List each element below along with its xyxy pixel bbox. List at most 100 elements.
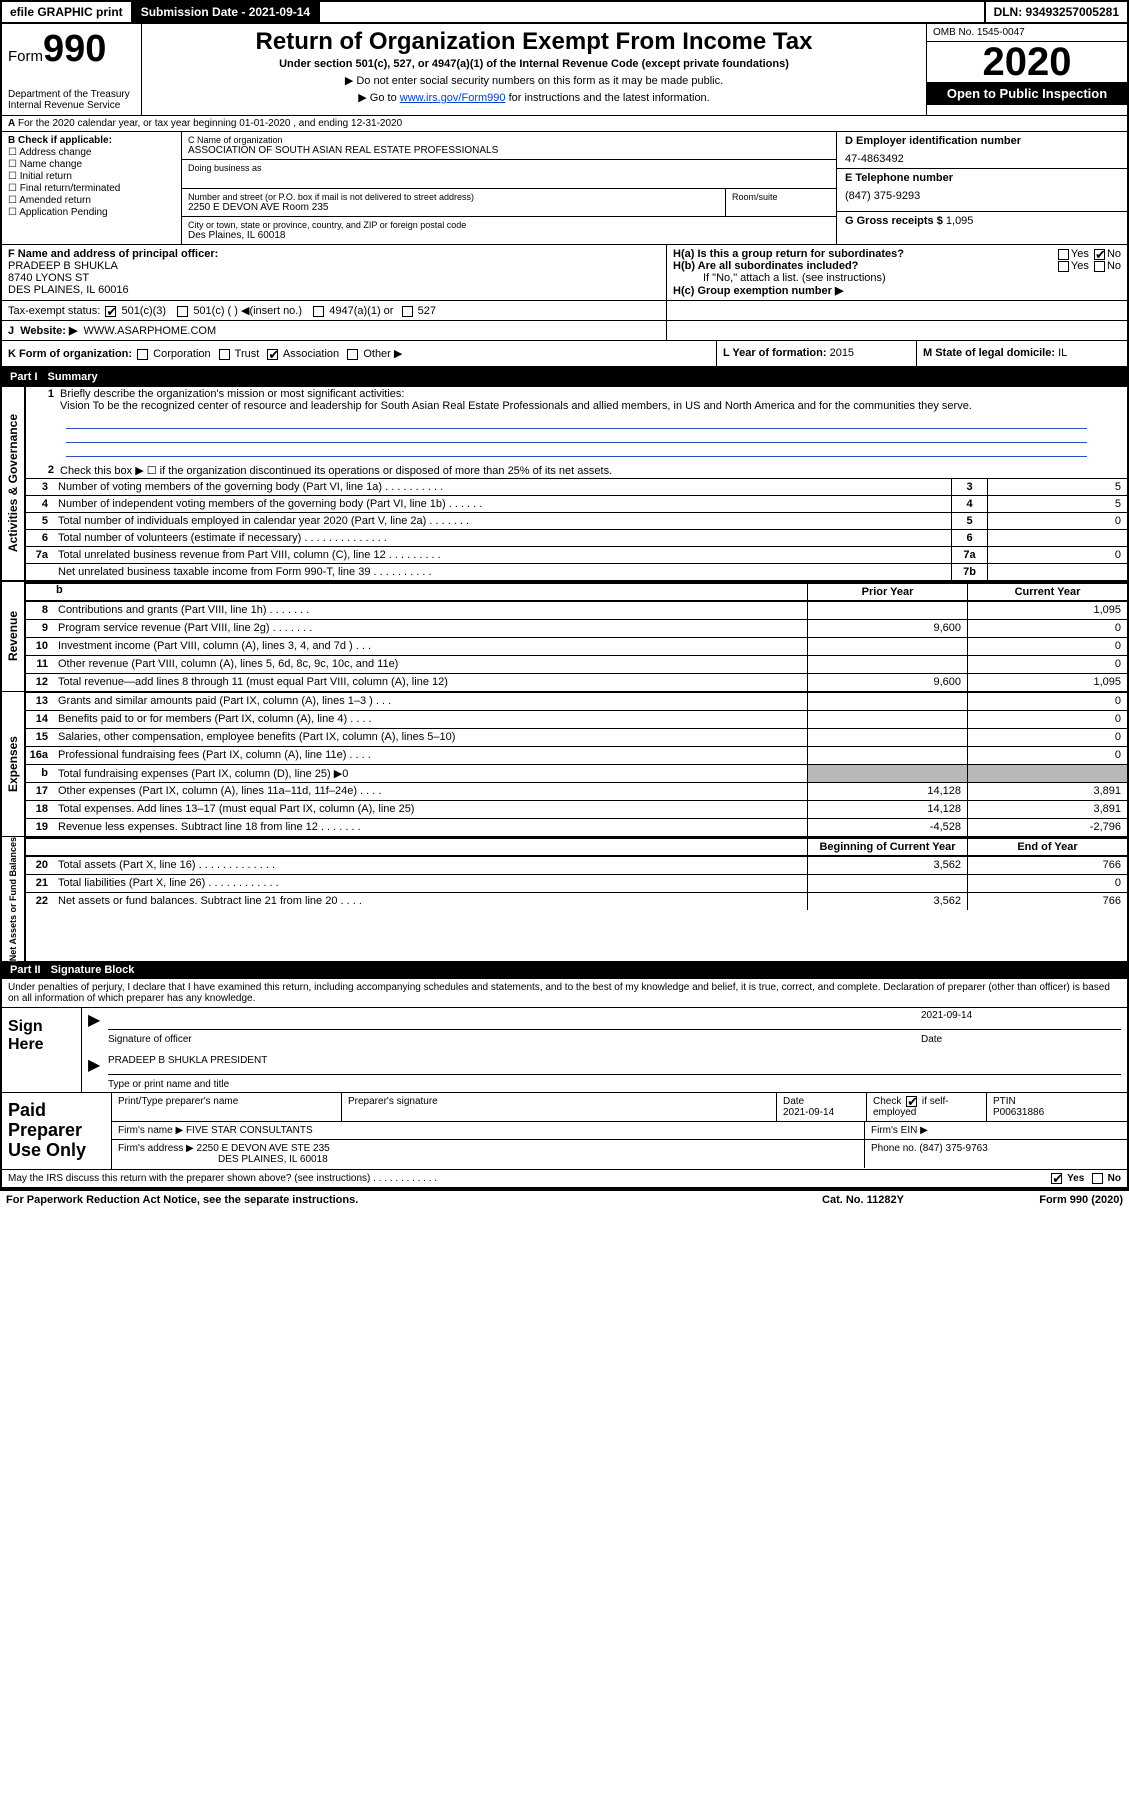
chk-amended[interactable]: ☐ Amended return [8, 195, 175, 206]
summary-row: 6Total number of volunteers (estimate if… [26, 529, 1127, 546]
part1-header: Part I Summary [2, 368, 1127, 386]
footer: For Paperwork Reduction Act Notice, see … [0, 1189, 1129, 1209]
discuss-yes[interactable] [1051, 1173, 1062, 1184]
chk-4947[interactable] [313, 306, 324, 317]
col-c: C Name of organization ASSOCIATION OF SO… [182, 132, 837, 244]
discuss-no[interactable] [1092, 1173, 1103, 1184]
chk-address-change[interactable]: ☐ Address change [8, 147, 175, 158]
org-address: 2250 E DEVON AVE Room 235 [188, 202, 719, 213]
sig-name-title: PRADEEP B SHUKLA PRESIDENT [108, 1055, 1121, 1075]
row-m: M State of legal domicile: IL [917, 341, 1127, 366]
website-label: Website: ▶ [20, 325, 77, 337]
mission-blank-lines [66, 415, 1087, 457]
officer-name: PRADEEP B SHUKLA [8, 260, 118, 272]
sig-arrow-icon: ▶ [88, 1010, 108, 1030]
cat-no: Cat. No. 11282Y [763, 1194, 963, 1206]
goto-post: for instructions and the latest informat… [506, 92, 710, 104]
part1-title: Summary [48, 371, 98, 383]
hb-yes[interactable] [1058, 261, 1069, 272]
l-label: L Year of formation: [723, 347, 827, 359]
fin-row: 14Benefits paid to or for members (Part … [26, 710, 1127, 728]
summary-row: 7aTotal unrelated business revenue from … [26, 546, 1127, 563]
type-name-label: Type or print name and title [108, 1079, 1121, 1090]
prep-date: 2021-09-14 [783, 1107, 834, 1118]
gross-receipts: 1,095 [946, 215, 974, 227]
submission-date: Submission Date - 2021-09-14 [133, 2, 320, 22]
ha-no[interactable] [1094, 249, 1105, 260]
k-label: K Form of organization: [8, 348, 132, 360]
row-h: H(a) Is this a group return for subordin… [667, 245, 1127, 300]
ein: 47-4863492 [837, 150, 1127, 168]
sig-date: 2021-09-14 [921, 1010, 1121, 1030]
efile-label[interactable]: efile GRAPHIC print [2, 2, 133, 22]
gross-receipts-label: G Gross receipts $ [845, 215, 943, 227]
part2-num: Part II [10, 964, 51, 976]
row-k: K Form of organization: Corporation Trus… [2, 341, 717, 366]
perjury-statement: Under penalties of perjury, I declare th… [2, 979, 1127, 1007]
paid-preparer-label: Paid Preparer Use Only [2, 1093, 112, 1168]
fin-row: 17Other expenses (Part IX, column (A), l… [26, 782, 1127, 800]
col-b: B Check if applicable: ☐ Address change … [2, 132, 182, 244]
sig-date-label: Date [921, 1034, 1121, 1045]
vlabel-revenue: Revenue [6, 611, 20, 661]
row-j: J Website: ▶ WWW.ASARPHOME.COM [2, 321, 667, 340]
vlabel-activities-governance: Activities & Governance [6, 414, 20, 552]
instruct-link: ▶ Go to www.irs.gov/Form990 for instruct… [152, 91, 916, 104]
chk-assoc[interactable] [267, 349, 278, 360]
ha-label: H(a) Is this a group return for subordin… [673, 248, 904, 260]
fin-row: 19Revenue less expenses. Subtract line 1… [26, 818, 1127, 836]
fin-row: 16aProfessional fundraising fees (Part I… [26, 746, 1127, 764]
goto-pre: Go to [370, 92, 400, 104]
vlabel-net-assets: Net Assets or Fund Balances [8, 837, 18, 961]
chk-initial-return[interactable]: ☐ Initial return [8, 171, 175, 182]
firm-addr1: 2250 E DEVON AVE STE 235 [197, 1143, 330, 1154]
ha-yes[interactable] [1058, 249, 1069, 260]
prep-date-label: Date [783, 1096, 804, 1107]
prep-name-label: Print/Type preparer's name [112, 1093, 342, 1121]
form-title: Return of Organization Exempt From Incom… [152, 28, 916, 56]
part1-num: Part I [10, 371, 48, 383]
form-subtitle: Under section 501(c), 527, or 4947(a)(1)… [152, 58, 916, 70]
form-body: Form990 Department of the Treasury Inter… [0, 24, 1129, 1189]
tax-year: 2020 [927, 42, 1127, 82]
city-label: City or town, state or province, country… [188, 220, 830, 230]
chk-501c[interactable] [177, 306, 188, 317]
form-number: 990 [43, 28, 106, 70]
chk-name-change[interactable]: ☐ Name change [8, 159, 175, 170]
line1-label: Briefly describe the organization's miss… [60, 388, 404, 400]
hb-no[interactable] [1094, 261, 1105, 272]
fin-row: bTotal fundraising expenses (Part IX, co… [26, 764, 1127, 782]
form-footer-label: Form 990 (2020) [963, 1194, 1123, 1206]
prep-sig-label: Preparer's signature [342, 1093, 777, 1121]
irs-link[interactable]: www.irs.gov/Form990 [400, 92, 506, 104]
j-label: J [8, 325, 14, 337]
officer-addr1: 8740 LYONS ST [8, 272, 89, 284]
row-i: Tax-exempt status: 501(c)(3) 501(c) ( ) … [2, 301, 667, 320]
i-label: Tax-exempt status: [8, 305, 100, 317]
fin-row: 10Investment income (Part VIII, column (… [26, 637, 1127, 655]
dba-label: Doing business as [188, 163, 830, 173]
website-value: WWW.ASARPHOME.COM [84, 325, 217, 337]
dept-label: Department of the Treasury Internal Reve… [8, 89, 135, 111]
chk-527[interactable] [402, 306, 413, 317]
form-prefix: Form [8, 48, 43, 65]
line1-num: 1 [32, 388, 60, 400]
chk-self-employed[interactable] [906, 1096, 917, 1107]
addr-label: Number and street (or P.O. box if mail i… [188, 192, 719, 202]
chk-corp[interactable] [137, 349, 148, 360]
chk-other[interactable] [347, 349, 358, 360]
row-a-text: For the 2020 calendar year, or tax year … [18, 118, 402, 129]
mission-text: Vision To be the recognized center of re… [60, 400, 972, 412]
chk-final-return[interactable]: ☐ Final return/terminated [8, 183, 175, 194]
ptin: P00631886 [993, 1107, 1044, 1118]
part2-header: Part II Signature Block [2, 961, 1127, 979]
self-emp-check-pre: Check [873, 1096, 901, 1107]
year-formation: 2015 [830, 347, 854, 359]
state-domicile: IL [1058, 347, 1067, 359]
fin-row: 13Grants and similar amounts paid (Part … [26, 692, 1127, 710]
chk-501c3[interactable] [105, 306, 116, 317]
fin-row: 12Total revenue—add lines 8 through 11 (… [26, 673, 1127, 691]
chk-trust[interactable] [219, 349, 230, 360]
chk-application-pending[interactable]: ☐ Application Pending [8, 207, 175, 218]
fin-row: 8Contributions and grants (Part VIII, li… [26, 601, 1127, 619]
